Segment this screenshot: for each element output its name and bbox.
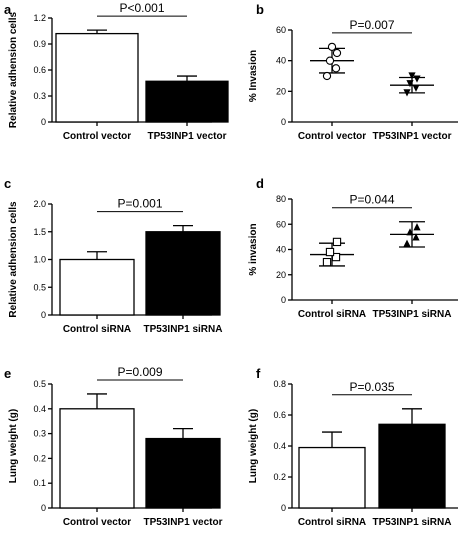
panel-d-data-point (413, 223, 421, 231)
panel-f-category-label: Control siRNA (298, 517, 366, 528)
panel-c-bar (145, 231, 221, 316)
panel-a-category-label: Control vector (63, 131, 131, 142)
panel-a-p-value: P<0.001 (119, 1, 164, 15)
panel-f-letter: f (256, 366, 261, 381)
panel-f-y-axis-title: Lung weight (g) (248, 409, 259, 483)
panel-b-data-point (322, 71, 332, 81)
panel-b-y-axis-title: % Invasion (248, 50, 259, 102)
panel-e-category-label: TP53INP1 vector (144, 517, 223, 528)
panel-d-data-point (331, 252, 341, 262)
panel-f-y-tick-label: 0.8 (273, 379, 286, 389)
panel-d-data-point (403, 239, 411, 247)
panel-c-category-label: TP53INP1 siRNA (144, 324, 223, 335)
panel-c-y-tick-label: 1.0 (33, 255, 46, 265)
panel-d-category-label: TP53INP1 siRNA (373, 309, 452, 320)
panel-a-y-tick-label: 0.9 (33, 39, 46, 49)
panel-b-category-label: TP53INP1 vector (373, 131, 452, 142)
panel-f-category-label: TP53INP1 siRNA (373, 517, 452, 528)
panel-e-y-tick-label: 0.3 (33, 429, 46, 439)
panel-f-bar (298, 446, 366, 509)
panel-e-y-tick-label: 0.2 (33, 453, 46, 463)
panel-c-letter: c (4, 176, 11, 191)
panel-c-category-label: Control siRNA (63, 324, 131, 335)
panel-e-y-tick-label: 0.4 (33, 404, 46, 414)
panel-a-y-tick-label: 0.3 (33, 91, 46, 101)
panel-b-category-label: Control vector (298, 131, 366, 142)
panel-d-y-tick-label: 60 (276, 219, 286, 229)
panel-c-p-value: P=0.001 (117, 197, 162, 211)
panel-e-letter: e (4, 366, 11, 381)
panel-a-y-tick-label: 0.6 (33, 65, 46, 75)
panel-e-y-tick-label: 0.1 (33, 478, 46, 488)
panel-b-data-point (332, 48, 342, 58)
panel-c-bar (59, 258, 135, 316)
panel-a-bar (145, 80, 229, 123)
panel-c-y-tick-label: 2.0 (33, 199, 46, 209)
panel-e-y-tick-label: 0 (41, 503, 46, 513)
panel-a-y-tick-label: 0 (41, 117, 46, 127)
panel-a-category-label: TP53INP1 vector (148, 131, 227, 142)
panel-e-bar (59, 408, 135, 509)
panel-b-p-value: P=0.007 (349, 18, 394, 32)
panel-d-letter: d (256, 176, 264, 191)
panel-d-y-tick-label: 20 (276, 270, 286, 280)
panel-b-data-point (408, 72, 416, 80)
panel-b-letter: b (256, 2, 264, 17)
panel-f-bar (378, 423, 446, 509)
panel-b-y-tick-label: 20 (276, 86, 286, 96)
panel-d-data-point (412, 233, 420, 241)
panel-b-y-tick-label: 40 (276, 56, 286, 66)
panel-c-y-tick-label: 1.5 (33, 227, 46, 237)
panel-d-data-point (406, 228, 414, 236)
panel-f-y-tick-label: 0.2 (273, 472, 286, 482)
panel-f-p-value: P=0.035 (349, 380, 394, 394)
panel-e-p-value: P=0.009 (117, 365, 162, 379)
panel-d-y-tick-label: 40 (276, 245, 286, 255)
panel-d-category-label: Control siRNA (298, 309, 366, 320)
panel-b-data-point (403, 89, 411, 97)
panel-d-data-point (325, 247, 335, 257)
panel-b-data-point (413, 75, 421, 83)
panel-b-data-point (331, 64, 341, 73)
panel-b-data-point (406, 80, 414, 88)
panel-b-data-point (412, 84, 420, 92)
panel-e-y-tick-label: 0.5 (33, 379, 46, 389)
panel-f-y-tick-label: 0 (281, 503, 286, 513)
panel-d-p-value: P=0.044 (349, 193, 394, 207)
panel-d-data-point (322, 257, 332, 267)
panel-c-y-tick-label: 0.5 (33, 282, 46, 292)
panel-f-y-tick-label: 0.6 (273, 410, 286, 420)
panel-e-category-label: Control vector (63, 517, 131, 528)
panel-e-bar (145, 437, 221, 509)
panel-b-data-point (327, 42, 337, 52)
panel-b-y-tick-label: 0 (281, 117, 286, 127)
panel-e-y-axis-title: Lung weight (g) (8, 409, 19, 483)
panel-b-data-point (325, 56, 335, 65)
panel-d-data-point (332, 237, 342, 247)
panel-c-y-axis-title: Relative adhension cells (8, 201, 19, 318)
panel-a-y-axis-title: Relative adhension cells (8, 11, 19, 128)
panel-a-y-tick-label: 1.2 (33, 13, 46, 23)
panel-a-bar (55, 32, 139, 123)
panel-d-y-tick-label: 80 (276, 194, 286, 204)
panel-b-y-tick-label: 60 (276, 25, 286, 35)
panel-f-y-tick-label: 0.4 (273, 441, 286, 451)
panel-c-y-tick-label: 0 (41, 310, 46, 320)
panel-d-y-tick-label: 0 (281, 295, 286, 305)
panel-d-y-axis-title: % invasion (248, 223, 259, 275)
panel-a-letter: a (4, 2, 12, 17)
